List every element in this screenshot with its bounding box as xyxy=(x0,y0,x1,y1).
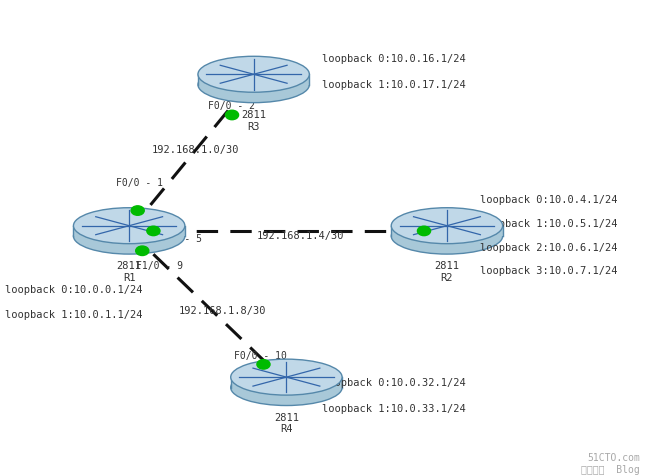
FancyBboxPatch shape xyxy=(198,74,309,85)
Text: R2: R2 xyxy=(441,273,453,283)
Text: loopback 1:10.0.33.1/24: loopback 1:10.0.33.1/24 xyxy=(322,404,467,414)
Text: 192.168.1.8/30: 192.168.1.8/30 xyxy=(178,307,266,317)
Text: loopback 0:10.0.4.1/24: loopback 0:10.0.4.1/24 xyxy=(480,196,617,206)
Ellipse shape xyxy=(392,218,503,254)
Ellipse shape xyxy=(231,359,342,395)
Text: F0/1 - 5: F0/1 - 5 xyxy=(155,234,203,244)
Ellipse shape xyxy=(392,208,503,244)
Ellipse shape xyxy=(198,56,309,92)
Text: 2811: 2811 xyxy=(116,261,141,271)
Text: R1: R1 xyxy=(123,273,136,283)
Text: loopback 3:10.0.7.1/24: loopback 3:10.0.7.1/24 xyxy=(480,267,617,277)
Ellipse shape xyxy=(198,67,309,103)
Circle shape xyxy=(226,110,239,119)
Circle shape xyxy=(136,246,149,256)
Ellipse shape xyxy=(74,218,185,254)
Text: R3: R3 xyxy=(247,121,260,131)
Text: 192.168.1.0/30: 192.168.1.0/30 xyxy=(152,146,240,156)
Ellipse shape xyxy=(231,369,342,406)
Text: loopback 2:10.0.6.1/24: loopback 2:10.0.6.1/24 xyxy=(480,243,617,253)
Circle shape xyxy=(257,360,270,369)
Text: 2811: 2811 xyxy=(241,110,266,120)
FancyBboxPatch shape xyxy=(231,377,342,387)
Ellipse shape xyxy=(74,208,185,244)
Text: loopback 1:10.0.17.1/24: loopback 1:10.0.17.1/24 xyxy=(322,80,467,90)
Text: 51CTO.com: 51CTO.com xyxy=(588,453,640,463)
Text: F0/0 - 6: F0/0 - 6 xyxy=(395,234,442,244)
Circle shape xyxy=(131,206,144,215)
Text: 2811: 2811 xyxy=(274,413,299,423)
Text: 2811: 2811 xyxy=(434,261,459,271)
FancyBboxPatch shape xyxy=(74,226,185,236)
Text: F0/0 - 10: F0/0 - 10 xyxy=(234,351,287,361)
Text: loopback 0:10.0.32.1/24: loopback 0:10.0.32.1/24 xyxy=(322,377,467,387)
Text: F1/0 - 9: F1/0 - 9 xyxy=(136,261,183,271)
Text: F0/0 - 1: F0/0 - 1 xyxy=(116,178,163,188)
Text: loopback 0:10.0.0.1/24: loopback 0:10.0.0.1/24 xyxy=(5,285,142,295)
FancyBboxPatch shape xyxy=(392,226,503,236)
Text: F0/0 - 2: F0/0 - 2 xyxy=(208,101,255,111)
Text: 192.168.1.4/30: 192.168.1.4/30 xyxy=(257,231,344,241)
Text: 技术博客  Blog: 技术博客 Blog xyxy=(582,465,640,475)
Circle shape xyxy=(147,226,160,236)
Text: loopback 1:10.0.1.1/24: loopback 1:10.0.1.1/24 xyxy=(5,310,142,320)
Text: R4: R4 xyxy=(280,425,293,435)
Text: loopback 1:10.0.5.1/24: loopback 1:10.0.5.1/24 xyxy=(480,219,617,229)
Text: loopback 0:10.0.16.1/24: loopback 0:10.0.16.1/24 xyxy=(322,54,467,64)
Circle shape xyxy=(417,226,430,236)
